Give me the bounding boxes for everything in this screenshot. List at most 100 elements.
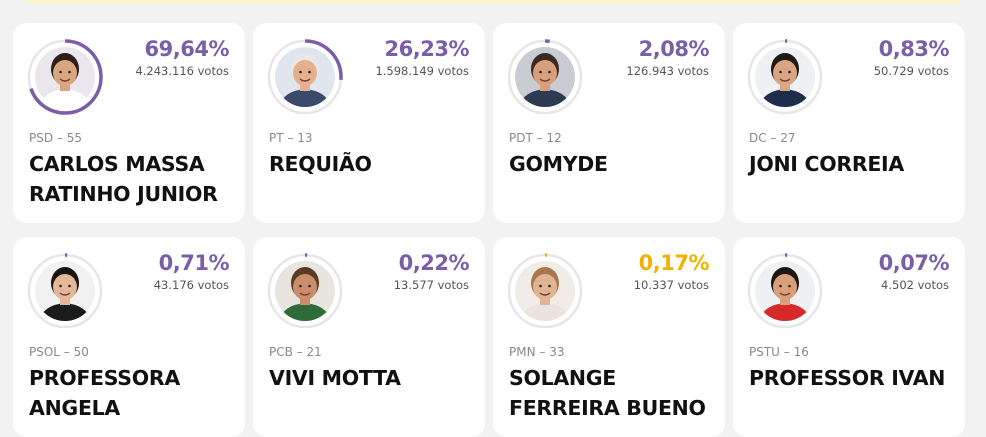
- portrait-eye: [68, 70, 71, 74]
- vote-count: 13.577 votos: [393, 278, 469, 292]
- portrait-eye: [539, 70, 542, 74]
- candidate-avatar: [507, 253, 583, 329]
- portrait-face: [773, 60, 797, 86]
- portrait-eye: [548, 70, 551, 74]
- portrait-eye: [779, 70, 782, 74]
- portrait-shoulders: [759, 89, 811, 107]
- party-number: PSD – 55: [29, 131, 82, 145]
- portrait-eye: [548, 284, 551, 288]
- portrait-face: [293, 60, 317, 86]
- portrait-eye: [788, 70, 791, 74]
- party-number: PSTU – 16: [749, 345, 809, 359]
- portrait-smile: [539, 78, 551, 82]
- candidate-card[interactable]: 0,07% 4.502 votos PSTU – 16 PROFESSOR IV…: [733, 237, 965, 437]
- portrait-shoulders: [519, 89, 571, 107]
- candidate-card[interactable]: 69,64% 4.243.116 votos PSD – 55 CARLOS M…: [13, 23, 245, 223]
- candidate-photo: [35, 47, 95, 107]
- candidate-name: CARLOS MASSA RATINHO JUNIOR: [29, 152, 218, 206]
- portrait-face: [293, 274, 317, 300]
- ring-progress-arc: [747, 253, 823, 329]
- candidate-avatar: [747, 253, 823, 329]
- candidate-photo: [515, 261, 575, 321]
- vote-progress-ring: [267, 39, 343, 115]
- vote-count: 43.176 votos: [153, 278, 229, 292]
- vote-progress-ring: [747, 253, 823, 329]
- vote-count: 10.337 votos: [633, 278, 709, 292]
- portrait-shoulders: [759, 303, 811, 321]
- candidate-card[interactable]: 0,17% 10.337 votos PMN – 33 SOLANGE FERR…: [493, 237, 725, 437]
- vote-progress-ring: [507, 253, 583, 329]
- ring-progress-arc: [507, 253, 583, 329]
- candidate-name: VIVI MOTTA: [269, 366, 401, 390]
- candidate-photo: [755, 261, 815, 321]
- candidate-avatar: [27, 39, 103, 115]
- candidate-name: SOLANGE FERREIRA BUENO: [509, 366, 706, 420]
- candidate-name: JONI CORREIA: [749, 152, 904, 176]
- portrait-eye: [539, 284, 542, 288]
- ring-progress-arc: [267, 253, 343, 329]
- candidate-avatar: [507, 39, 583, 115]
- vote-percentage: 0,71%: [158, 251, 230, 275]
- candidate-avatar: [267, 253, 343, 329]
- portrait-eye: [308, 70, 311, 74]
- portrait-shoulders: [519, 303, 571, 321]
- ring-progress-arc: [747, 39, 823, 115]
- portrait-eye: [308, 284, 311, 288]
- candidate-card[interactable]: 0,83% 50.729 votos DC – 27 JONI CORREIA: [733, 23, 965, 223]
- portrait-smile: [299, 292, 311, 296]
- portrait-eye: [68, 284, 71, 288]
- candidate-card[interactable]: 2,08% 126.943 votos PDT – 12 GOMYDE: [493, 23, 725, 223]
- candidate-name: PROFESSOR IVAN: [749, 366, 946, 390]
- portrait-shoulders: [39, 303, 91, 321]
- candidate-card[interactable]: 26,23% 1.598.149 votos PT – 13 REQUIÃO: [253, 23, 485, 223]
- portrait-smile: [779, 292, 791, 296]
- candidate-photo: [515, 47, 575, 107]
- portrait-face: [773, 274, 797, 300]
- vote-count: 4.243.116 votos: [135, 64, 229, 78]
- vote-percentage: 0,17%: [638, 251, 710, 275]
- candidate-name: REQUIÃO: [269, 152, 372, 176]
- candidates-grid: 69,64% 4.243.116 votos PSD – 55 CARLOS M…: [13, 23, 965, 437]
- portrait-eye: [779, 284, 782, 288]
- vote-count: 50.729 votos: [873, 64, 949, 78]
- vote-percentage: 0,22%: [398, 251, 470, 275]
- portrait-face: [53, 274, 77, 300]
- portrait-eye: [788, 284, 791, 288]
- vote-percentage: 0,83%: [878, 37, 950, 61]
- candidate-name: GOMYDE: [509, 152, 608, 176]
- vote-percentage: 0,07%: [878, 251, 950, 275]
- candidate-avatar: [27, 253, 103, 329]
- ring-progress-arc: [27, 253, 103, 329]
- candidate-photo: [275, 261, 335, 321]
- vote-percentage: 69,64%: [144, 37, 230, 61]
- ring-progress-arc: [27, 39, 103, 115]
- top-banner-strip: [26, 0, 962, 4]
- ring-progress-arc: [267, 39, 343, 115]
- vote-progress-ring: [267, 253, 343, 329]
- portrait-smile: [59, 78, 71, 82]
- candidate-card[interactable]: 0,22% 13.577 votos PCB – 21 VIVI MOTTA: [253, 237, 485, 437]
- party-number: DC – 27: [749, 131, 796, 145]
- vote-progress-ring: [27, 253, 103, 329]
- portrait-face: [533, 274, 557, 300]
- vote-count: 126.943 votos: [626, 64, 709, 78]
- portrait-smile: [59, 292, 71, 296]
- portrait-eye: [299, 70, 302, 74]
- vote-percentage: 2,08%: [638, 37, 710, 61]
- portrait-face: [533, 60, 557, 86]
- party-number: PCB – 21: [269, 345, 322, 359]
- candidate-photo: [35, 261, 95, 321]
- portrait-smile: [539, 292, 551, 296]
- candidate-avatar: [267, 39, 343, 115]
- party-number: PDT – 12: [509, 131, 562, 145]
- vote-progress-ring: [747, 39, 823, 115]
- portrait-eye: [59, 284, 62, 288]
- portrait-smile: [299, 78, 311, 82]
- ring-progress-arc: [507, 39, 583, 115]
- portrait-smile: [779, 78, 791, 82]
- portrait-shoulders: [279, 89, 331, 107]
- portrait-eye: [299, 284, 302, 288]
- candidate-card[interactable]: 0,71% 43.176 votos PSOL – 50 PROFESSORA …: [13, 237, 245, 437]
- vote-progress-ring: [507, 39, 583, 115]
- party-number: PMN – 33: [509, 345, 565, 359]
